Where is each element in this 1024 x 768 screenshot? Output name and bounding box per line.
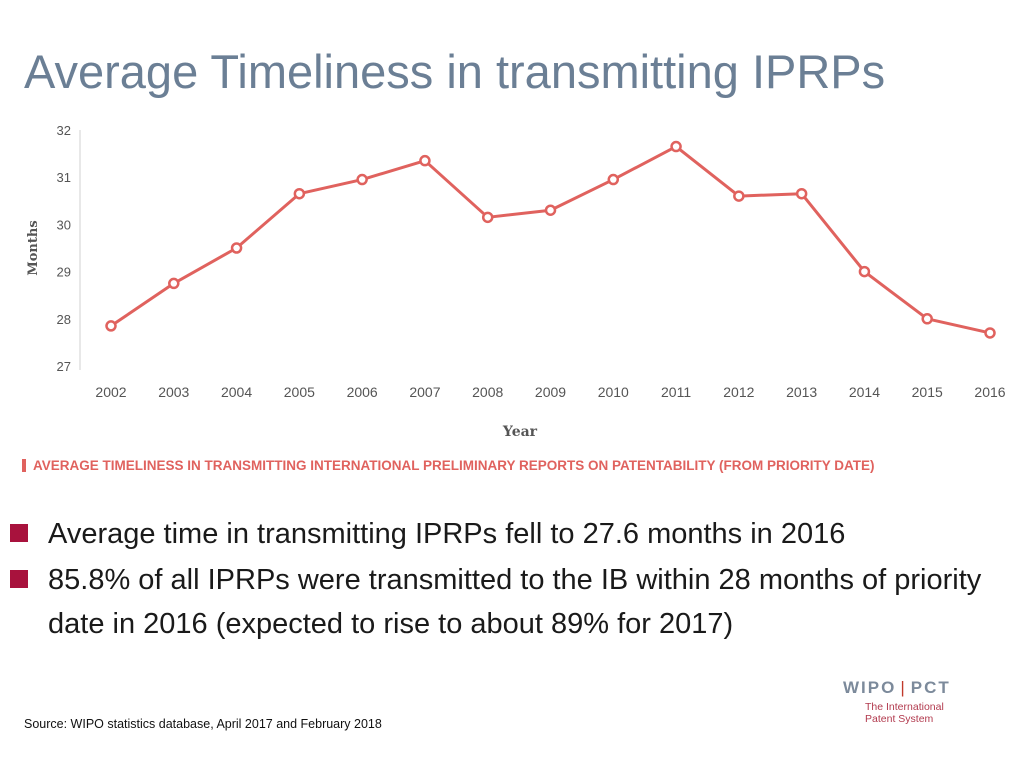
x-tick-label: 2005 xyxy=(284,384,315,400)
bullet-text: 85.8% of all IPRPs were transmitted to t… xyxy=(48,564,982,640)
data-point xyxy=(293,187,306,200)
chart-caption: AVERAGE TIMELINESS IN TRANSMITTING INTER… xyxy=(22,458,875,473)
y-tick-label: 32 xyxy=(57,123,71,138)
data-point xyxy=(105,320,117,332)
data-point xyxy=(481,211,494,224)
data-point xyxy=(984,327,996,339)
logo-pct: PCT xyxy=(910,678,951,697)
caption-marker xyxy=(22,459,26,472)
series-line-group xyxy=(105,140,996,339)
x-tick-label: 2015 xyxy=(912,384,943,400)
bullet-item: 85.8% of all IPRPs were transmitted to t… xyxy=(10,558,1010,646)
logo-subtitle-line2: Patent System xyxy=(865,713,934,725)
slide-title: Average Timeliness in transmitting IPRPs xyxy=(24,45,886,98)
y-axis-label: Months xyxy=(26,220,41,275)
x-tick-label: 2016 xyxy=(974,384,1005,400)
x-tick-labels: 2002 2003 2004 2005 2006 2007 2008 2009 2010 2011… xyxy=(95,384,1005,400)
logo-wipo: WIPO xyxy=(843,678,897,697)
bullet-item: Average time in transmitting IPRPs fell … xyxy=(10,512,1010,556)
x-tick-label: 2007 xyxy=(409,384,440,400)
logo-wordmark: WIPO | PCT xyxy=(843,678,951,698)
data-point xyxy=(419,154,431,167)
x-tick-label: 2009 xyxy=(535,384,566,400)
bullet-text: Average time in transmitting IPRPs fell … xyxy=(48,518,846,550)
data-point xyxy=(733,190,745,202)
data-point xyxy=(795,187,808,200)
y-tick-labels: 27 28 29 30 31 32 xyxy=(57,123,71,374)
source-note: Source: WIPO statistics database, April … xyxy=(24,717,382,731)
y-tick-label: 28 xyxy=(57,312,71,327)
y-tick-label: 27 xyxy=(57,359,71,374)
x-tick-label: 2011 xyxy=(661,384,691,400)
data-point xyxy=(921,313,933,325)
data-point xyxy=(607,173,620,186)
bullet-square-icon xyxy=(10,524,28,542)
x-tick-label: 2014 xyxy=(849,384,880,400)
logo-subtitle: The International Patent System xyxy=(865,701,951,725)
series-line xyxy=(110,145,991,335)
x-tick-label: 2004 xyxy=(221,384,252,400)
x-tick-label: 2013 xyxy=(786,384,817,400)
x-tick-label: 2003 xyxy=(158,384,189,400)
data-point xyxy=(356,173,368,186)
logo-separator: | xyxy=(900,678,907,697)
y-tick-label: 30 xyxy=(57,217,71,232)
x-tick-label: 2006 xyxy=(347,384,378,400)
bullet-list: Average time in transmitting IPRPs fell … xyxy=(10,512,1010,648)
x-tick-label: 2010 xyxy=(598,384,629,400)
y-tick-label: 29 xyxy=(57,265,71,280)
wipo-pct-logo: WIPO | PCT The International Patent System xyxy=(843,678,951,725)
bullet-square-icon xyxy=(10,570,28,588)
data-point xyxy=(544,204,557,216)
data-point xyxy=(858,265,871,278)
logo-subtitle-line1: The International xyxy=(865,701,944,713)
x-tick-label: 2002 xyxy=(95,384,126,400)
chart-caption-text: AVERAGE TIMELINESS IN TRANSMITTING INTER… xyxy=(33,458,875,473)
x-tick-label: 2012 xyxy=(723,384,754,400)
data-point xyxy=(168,277,180,290)
data-point xyxy=(230,242,243,254)
data-point xyxy=(670,140,682,153)
x-tick-label: 2008 xyxy=(472,384,503,400)
x-axis-label: Year xyxy=(502,424,538,440)
y-tick-label: 31 xyxy=(57,170,71,185)
